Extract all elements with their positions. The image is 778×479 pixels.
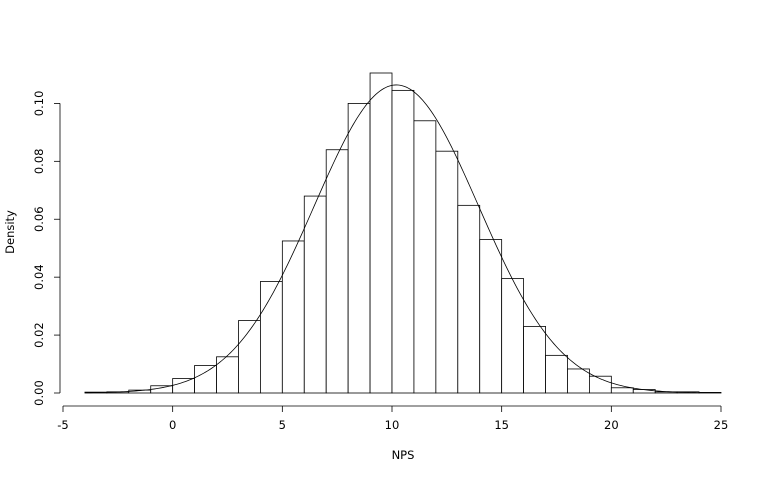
histogram-bar [523, 325, 546, 394]
histogram-bar [479, 239, 503, 394]
y-axis: 0.00 0.02 0.04 0.06 0.08 0.10 [32, 91, 61, 406]
histogram-bar [698, 392, 722, 394]
x-tick-label: 10 [385, 418, 400, 432]
histogram-bar [303, 195, 327, 394]
y-tick-label: 0.00 [32, 380, 46, 406]
y-tick-label: 0.10 [32, 91, 46, 117]
x-tick-label: 0 [169, 418, 176, 432]
histogram-bar [435, 150, 459, 394]
histogram-bar [457, 204, 481, 394]
histogram-bar [610, 387, 634, 394]
x-tick-label: 20 [604, 418, 619, 432]
x-tick-label: 15 [494, 418, 509, 432]
x-tick-label: 25 [714, 418, 729, 432]
histogram-bars [84, 72, 722, 394]
histogram-bar [194, 365, 217, 394]
histogram-bar [172, 378, 196, 394]
histogram-bar [545, 354, 568, 394]
y-tick-label: 0.04 [32, 264, 46, 290]
histogram-bar [259, 281, 283, 394]
histogram-bar [567, 368, 590, 394]
x-tick-label: 5 [279, 418, 286, 432]
y-axis-label: Density [3, 210, 17, 254]
histogram-bar [325, 149, 349, 394]
histogram-bar [238, 320, 261, 394]
x-axis: -5 0 5 10 15 20 25 [57, 405, 729, 432]
histogram-bar [413, 120, 437, 394]
x-tick-label: -5 [57, 418, 68, 432]
y-tick-label: 0.08 [32, 149, 46, 175]
histogram-bar [391, 89, 415, 394]
histogram-bar [281, 240, 305, 394]
y-tick-label: 0.02 [32, 322, 46, 348]
histogram-bar [347, 103, 371, 394]
y-tick-label: 0.06 [32, 206, 46, 232]
histogram-bar [501, 278, 524, 394]
x-axis-label: NPS [392, 448, 415, 462]
histogram-bar [589, 375, 612, 394]
histogram-bar [369, 72, 393, 394]
density-curve [84, 84, 700, 394]
